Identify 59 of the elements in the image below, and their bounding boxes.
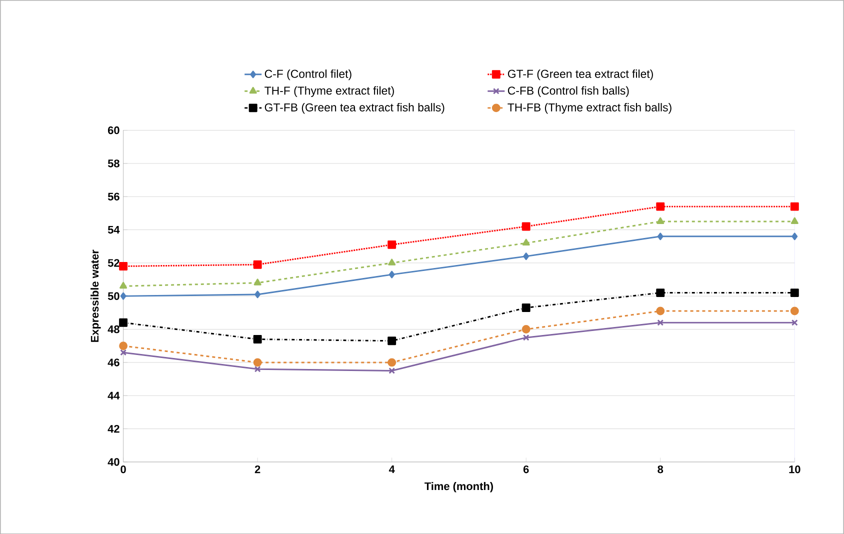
point	[790, 202, 799, 211]
point	[790, 217, 798, 224]
point	[120, 282, 128, 289]
point	[388, 270, 395, 278]
y-tick-label: 58	[108, 159, 120, 168]
y-tick-label: 60	[108, 126, 120, 134]
point	[523, 252, 530, 260]
legend-label: GT-F (Green tea extract filet)	[508, 69, 653, 80]
y-tick-label: 56	[108, 192, 120, 200]
y-tick-label: 50	[108, 292, 120, 300]
point	[656, 217, 664, 224]
point	[388, 367, 396, 374]
y-tick-label: 48	[108, 325, 120, 334]
y-tick-label: 52	[108, 258, 120, 267]
point	[253, 260, 262, 269]
y-tick-label: 40	[108, 458, 120, 466]
point	[388, 240, 396, 249]
point	[656, 306, 665, 316]
point	[119, 318, 128, 327]
point	[656, 288, 665, 297]
x-axis-title: Time (month)	[424, 482, 493, 492]
point	[657, 319, 664, 326]
point	[522, 334, 530, 341]
point	[656, 202, 665, 211]
y-tick-label: 54	[108, 226, 120, 234]
point	[119, 262, 128, 270]
y-axis-title: Expressible water	[90, 250, 101, 342]
legend-label: TH-F (Thyme extract filet)	[264, 86, 394, 97]
point	[254, 278, 262, 286]
point	[388, 358, 396, 367]
x-tick-label: 8	[658, 465, 664, 474]
x-tick-label: 0	[120, 465, 126, 474]
point	[120, 292, 126, 300]
legend-label: GT-FB (Green tea extract fish balls)	[264, 102, 444, 114]
point	[657, 232, 664, 240]
point	[253, 334, 262, 344]
point	[790, 288, 799, 297]
legend-label: C-F (Control filet)	[264, 69, 352, 80]
point	[119, 341, 128, 350]
point	[254, 290, 261, 298]
y-tick-label: 42	[108, 424, 120, 432]
point	[522, 324, 530, 334]
x-tick-label: 6	[523, 465, 529, 474]
point	[790, 306, 799, 316]
x-tick-label: 10	[789, 465, 800, 474]
point	[253, 358, 262, 367]
point	[254, 366, 261, 372]
point	[792, 232, 798, 240]
point	[522, 222, 530, 231]
point	[522, 238, 530, 246]
y-tick-label: 44	[108, 392, 120, 400]
x-tick-label: 4	[388, 465, 395, 473]
x-tick-label: 2	[254, 465, 260, 473]
legend-label: TH-FB (Thyme extract fish balls)	[508, 102, 672, 114]
point	[388, 336, 396, 345]
y-tick-label: 46	[108, 358, 120, 366]
point	[388, 258, 396, 266]
point	[522, 303, 530, 312]
legend-label: C-FB (Control fish balls)	[508, 86, 629, 97]
